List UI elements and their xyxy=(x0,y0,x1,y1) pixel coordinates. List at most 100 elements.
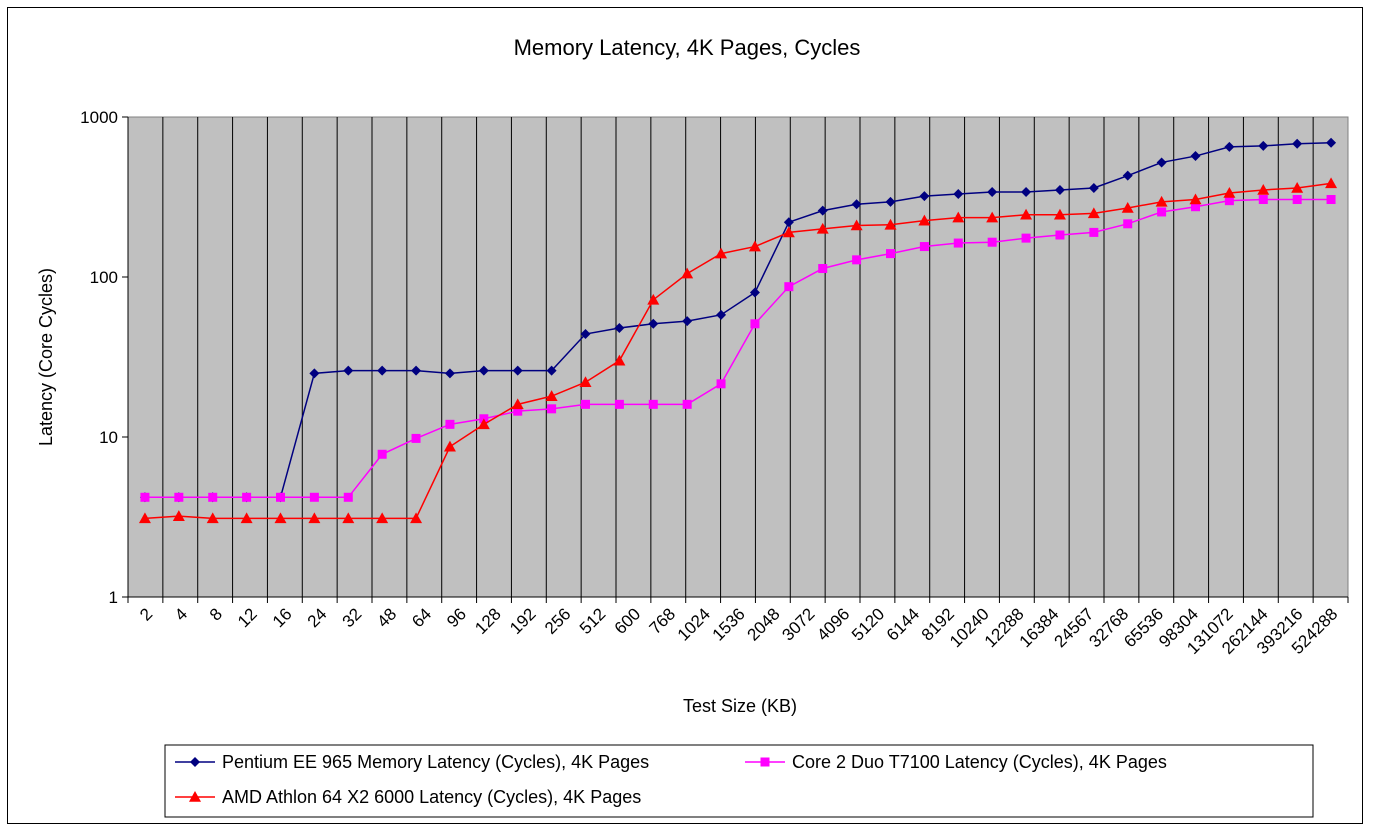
series-0-point-33 xyxy=(1258,140,1269,151)
series-1-line xyxy=(144,198,1332,499)
series-1-point-22 xyxy=(886,249,895,259)
y-tick-label-2: 100 xyxy=(90,268,118,287)
series-2-point-32 xyxy=(1223,186,1236,198)
y-tick-label-1: 10 xyxy=(99,428,118,447)
series-1-point-19 xyxy=(784,282,794,292)
series-0-point-6 xyxy=(343,365,354,376)
x-tick-label-16: 1024 xyxy=(674,604,714,644)
series-0-point-15 xyxy=(648,318,659,329)
x-tick-label-24: 10240 xyxy=(946,604,993,651)
x-tick-label-29: 65536 xyxy=(1120,604,1167,651)
x-tick-label-15: 768 xyxy=(646,604,679,637)
legend-label-0: Pentium EE 965 Memory Latency (Cycles), … xyxy=(222,752,649,772)
series-1-point-2 xyxy=(208,492,218,502)
series-0-point-29 xyxy=(1122,170,1133,181)
legend: Pentium EE 965 Memory Latency (Cycles), … xyxy=(175,752,1167,807)
series-2-point-29 xyxy=(1121,201,1134,213)
series-1-point-17 xyxy=(716,379,726,389)
series-1-point-34 xyxy=(1292,195,1302,205)
series-1-point-25 xyxy=(987,237,997,247)
series-2-point-18 xyxy=(748,240,761,252)
x-tick-label-20: 4096 xyxy=(813,604,853,644)
series-1-point-31 xyxy=(1191,202,1200,212)
series-1-point-3 xyxy=(242,492,252,502)
y-tick-label-0: 1 xyxy=(109,588,118,607)
series-0-point-26 xyxy=(1021,186,1032,197)
series-0-point-18 xyxy=(749,287,760,298)
series-1-point-18 xyxy=(750,319,760,329)
series-0-point-11 xyxy=(512,365,523,376)
series-1-point-4 xyxy=(276,492,285,502)
x-tick-label-21: 5120 xyxy=(848,604,888,644)
series-1-point-33 xyxy=(1258,195,1268,205)
series-1-point-32 xyxy=(1224,196,1234,206)
series-2-point-15 xyxy=(647,293,660,305)
legend-marker-0 xyxy=(190,757,200,767)
x-tick-label-27: 24567 xyxy=(1051,604,1098,651)
series-0-point-31 xyxy=(1190,151,1201,162)
series-2-point-23 xyxy=(918,214,931,226)
y-tick-label-3: 1000 xyxy=(80,108,118,127)
x-tick-label-13: 512 xyxy=(576,604,609,637)
series-0-point-24 xyxy=(953,189,964,200)
x-tick-label-19: 3072 xyxy=(778,604,818,644)
series-2-point-2 xyxy=(206,512,219,524)
x-tick-label-5: 24 xyxy=(304,604,331,631)
series-0-point-30 xyxy=(1156,157,1167,168)
series-0-point-9 xyxy=(444,368,455,379)
x-tick-label-8: 64 xyxy=(408,604,435,631)
series-0-point-10 xyxy=(478,365,489,376)
series-0-point-14 xyxy=(614,323,625,334)
series-2-point-21 xyxy=(850,219,863,231)
series-1-point-21 xyxy=(852,255,862,265)
x-tick-label-9: 96 xyxy=(443,604,470,631)
series-0-point-12 xyxy=(546,365,557,376)
series-2 xyxy=(138,177,1338,524)
series-2-point-1 xyxy=(172,510,185,521)
series-2-point-27 xyxy=(1053,208,1066,220)
series-0-point-28 xyxy=(1088,182,1099,193)
series-2-point-22 xyxy=(884,218,897,230)
series-0-point-8 xyxy=(411,365,422,376)
series-0-point-21 xyxy=(851,199,862,210)
series-2-point-20 xyxy=(816,222,829,234)
x-tick-label-11: 192 xyxy=(506,604,539,637)
series-1-point-14 xyxy=(614,399,624,409)
x-tick-label-3: 12 xyxy=(234,604,261,631)
series-1-point-5 xyxy=(309,492,319,502)
series-0-point-5 xyxy=(309,368,320,379)
series-0-point-17 xyxy=(716,309,727,320)
series-0-line xyxy=(144,142,1332,499)
x-tick-label-2: 8 xyxy=(206,604,226,624)
axes xyxy=(122,116,1349,603)
series-2-point-19 xyxy=(782,226,795,238)
x-tick-label-28: 32768 xyxy=(1085,604,1132,651)
x-tick-label-26: 16384 xyxy=(1016,604,1063,651)
legend-marker-2 xyxy=(189,791,201,802)
series-2-point-25 xyxy=(986,211,999,223)
series-1-point-9 xyxy=(445,419,455,429)
x-tick-label-0: 2 xyxy=(136,604,156,624)
series-1-point-35 xyxy=(1326,195,1336,205)
series-2-point-33 xyxy=(1257,183,1270,195)
series-2-point-5 xyxy=(308,512,321,524)
series-1-point-13 xyxy=(581,399,590,409)
series-2-point-31 xyxy=(1189,193,1202,205)
x-tick-label-14: 600 xyxy=(611,604,644,637)
series-1 xyxy=(140,195,1336,502)
series-1-point-16 xyxy=(682,399,692,409)
series-2-point-35 xyxy=(1325,177,1338,189)
series-2-point-13 xyxy=(579,376,592,388)
series-lines xyxy=(138,137,1338,524)
series-2-point-26 xyxy=(1020,208,1033,220)
series-2-point-3 xyxy=(240,512,253,524)
series-0-point-35 xyxy=(1326,137,1337,148)
series-2-point-24 xyxy=(952,211,965,223)
series-2-point-17 xyxy=(715,247,728,259)
x-tick-label-18: 2048 xyxy=(744,604,784,644)
series-2-point-14 xyxy=(613,354,626,366)
series-0-point-19 xyxy=(783,217,794,228)
series-1-point-7 xyxy=(377,449,387,459)
series-0-point-20 xyxy=(817,205,828,216)
